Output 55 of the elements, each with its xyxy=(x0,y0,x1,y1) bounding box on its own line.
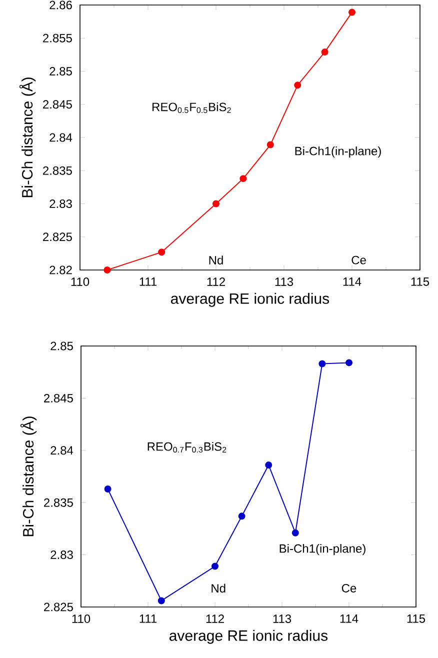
x-tick-label: 110 xyxy=(72,614,90,624)
annotation: Nd xyxy=(212,584,226,593)
annotation: REO$_{0.5}$F$_{0.5}$BiS$_{2}$ xyxy=(152,102,231,113)
y-tick-label: 2.86 xyxy=(50,0,72,10)
y-tick-label: 2.855 xyxy=(43,34,72,42)
point xyxy=(348,8,356,16)
x-tick-label: 114 xyxy=(340,614,358,623)
x-tick-label: 114 xyxy=(343,278,362,286)
annotation: Ce xyxy=(342,584,356,592)
point xyxy=(240,175,247,182)
y-tick-label: 2.835 xyxy=(44,498,73,507)
point xyxy=(266,141,274,148)
y-tick-label: 2.82 xyxy=(50,266,72,274)
x-axis-title: average RE ionic radius xyxy=(170,630,328,644)
y-tick-label: 2.83 xyxy=(50,550,73,560)
x-tick-label: 110 xyxy=(71,278,90,286)
y-tick-label: 2.845 xyxy=(43,100,72,109)
y-tick-label: 2.84 xyxy=(50,446,74,455)
point xyxy=(265,462,272,469)
y-tick-label: 2.825 xyxy=(44,602,73,612)
y-axis-title: Bi-Ch distance (Å) xyxy=(20,416,37,536)
x-tick-label: 115 xyxy=(407,614,426,623)
point xyxy=(104,486,112,493)
x-tick-label: 111 xyxy=(140,614,157,623)
y-tick-label: 2.825 xyxy=(43,232,72,242)
x-tick-label: 112 xyxy=(207,278,225,286)
y-axis-title: Bi-Ch distance (Å) xyxy=(19,78,36,198)
point xyxy=(211,562,218,570)
point xyxy=(321,48,328,56)
x-tick-label: 112 xyxy=(206,614,224,623)
x-tick-label: 113 xyxy=(275,278,294,286)
point xyxy=(292,529,299,536)
y-tick-label: 2.85 xyxy=(50,67,72,76)
y-tick-label: 2.835 xyxy=(43,166,72,175)
y-tick-label: 2.845 xyxy=(44,394,73,402)
point xyxy=(158,597,165,604)
point xyxy=(345,359,352,366)
annotation: REO$_{0.7}$F$_{0.3}$BiS$_{2}$ xyxy=(148,442,226,453)
point xyxy=(104,266,111,274)
point xyxy=(294,82,302,89)
y-tick-label: 2.85 xyxy=(50,342,73,350)
point xyxy=(318,360,326,368)
x-tick-label: 111 xyxy=(140,278,157,286)
annotation: Bi-Ch1(in-plane) xyxy=(295,146,381,158)
x-axis-title: average RE ionic radius xyxy=(171,292,330,307)
point xyxy=(212,200,220,208)
y-tick-label: 2.84 xyxy=(50,133,72,142)
annotation: Nd xyxy=(209,256,223,264)
point xyxy=(238,512,246,520)
y-tick-label: 2.83 xyxy=(50,200,72,208)
annotation: Ce xyxy=(352,256,366,264)
x-tick-label: 115 xyxy=(411,278,430,286)
x-tick-label: 113 xyxy=(273,614,292,624)
annotation: Bi-Ch1(in-plane) xyxy=(280,544,366,556)
point xyxy=(158,248,166,256)
